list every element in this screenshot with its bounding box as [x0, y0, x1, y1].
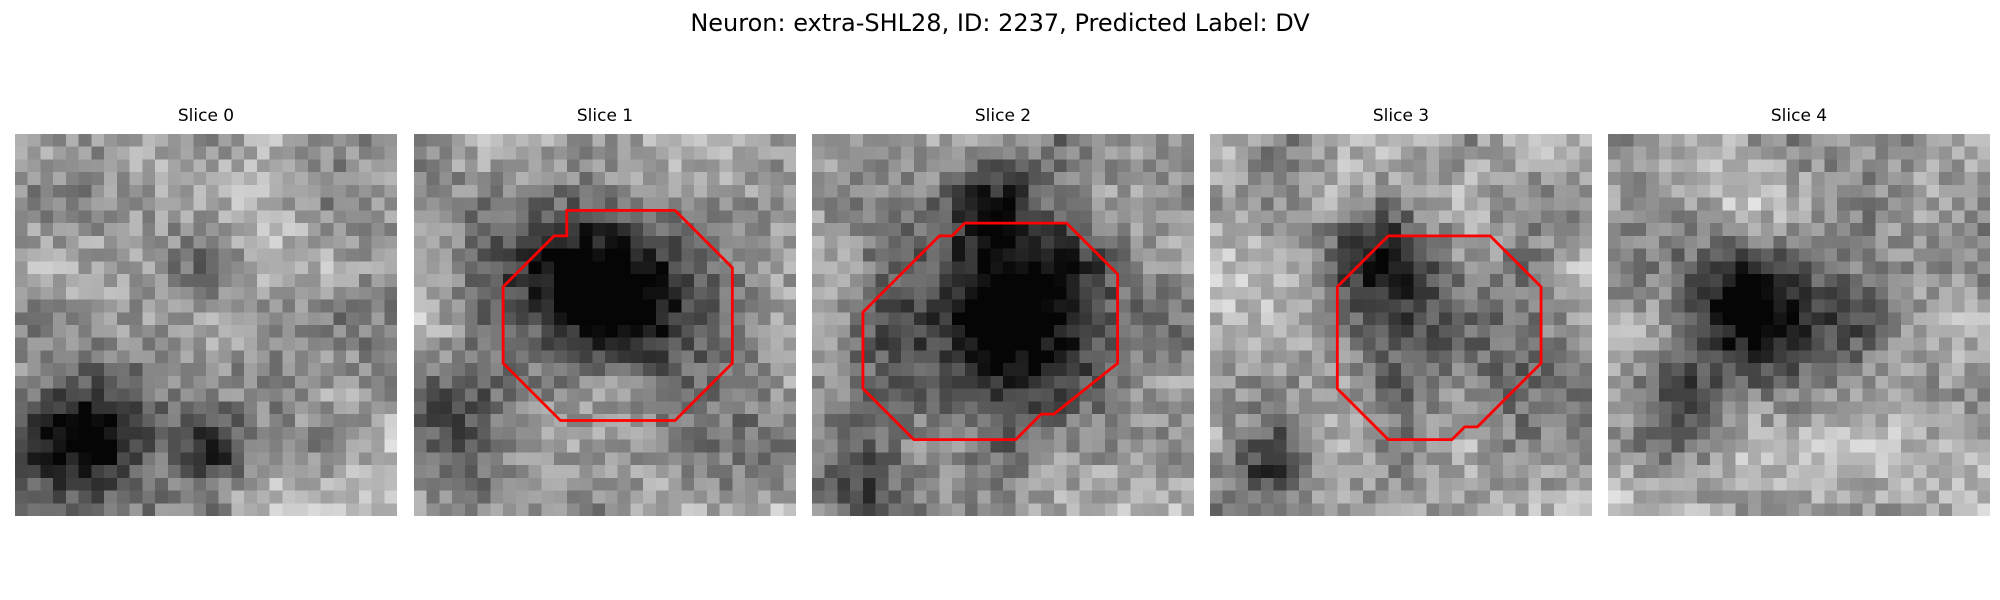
slice-4-pixel-grid [1608, 134, 1990, 516]
slice-title-0: Slice 0 [177, 106, 235, 126]
slice-3-contour [1335, 234, 1543, 442]
slice-panel-2: Slice 2 [812, 104, 1194, 516]
slice-panel-0: Slice 0 [15, 104, 397, 516]
slice-image-4 [1608, 134, 1990, 516]
slice-0-pixel-grid [15, 134, 397, 516]
slice-title-1: Slice 1 [576, 106, 634, 126]
slice-1-pixel-grid [414, 134, 796, 516]
slice-image-2 [812, 134, 1194, 516]
slice-title-3: Slice 3 [1372, 106, 1430, 126]
slice-panel-1: Slice 1 [414, 104, 796, 516]
slice-image-0 [15, 134, 397, 516]
slice-1-contour [501, 208, 734, 422]
slice-2-pixel-grid [812, 134, 1194, 516]
slice-title-4: Slice 4 [1770, 106, 1828, 126]
figure-title: Neuron: extra-SHL28, ID: 2237, Predicted… [690, 9, 1310, 37]
slice-panel-3: Slice 3 [1210, 104, 1592, 516]
slice-panel-4: Slice 4 [1608, 104, 1990, 516]
slice-3-pixel-grid [1210, 134, 1592, 516]
slice-title-2: Slice 2 [974, 106, 1032, 126]
slice-image-3 [1210, 134, 1592, 516]
slice-image-1 [414, 134, 796, 516]
slice-2-contour [861, 221, 1120, 442]
